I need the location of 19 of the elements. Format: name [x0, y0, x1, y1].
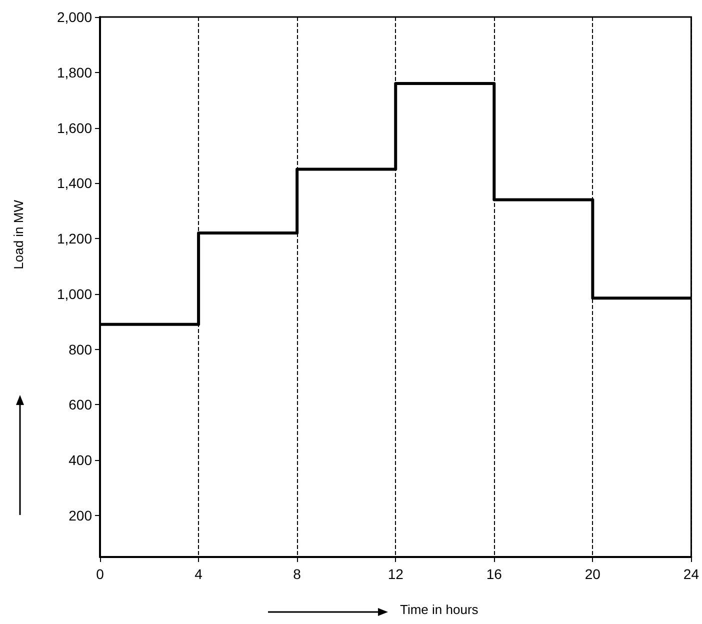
y-tick-label: 400	[68, 452, 92, 468]
y-tick-label: 1,200	[56, 230, 92, 247]
y-tick-label: 600	[68, 396, 92, 413]
y-axis-title: Load in MW	[11, 199, 26, 270]
x-tick-label: 0	[96, 566, 104, 582]
x-tick-label: 20	[584, 566, 601, 582]
x-tick-label: 4	[194, 566, 203, 582]
y-tick-label: 1,600	[56, 120, 92, 136]
x-tick-label: 24	[683, 566, 700, 582]
y-tick-label: 200	[68, 507, 92, 524]
y-tick-label: 1,000	[56, 286, 92, 302]
x-tick-label: 16	[486, 566, 502, 582]
y-tick-label: 800	[68, 341, 92, 358]
y-tick-label: 1,400	[56, 175, 92, 192]
x-tick-label: 12	[388, 566, 404, 582]
x-tick-label: 8	[293, 566, 302, 582]
x-axis-title: Time in hours	[400, 602, 479, 617]
y-tick-label: 1,800	[56, 64, 92, 80]
y-tick-label: 2,000	[56, 9, 92, 25]
